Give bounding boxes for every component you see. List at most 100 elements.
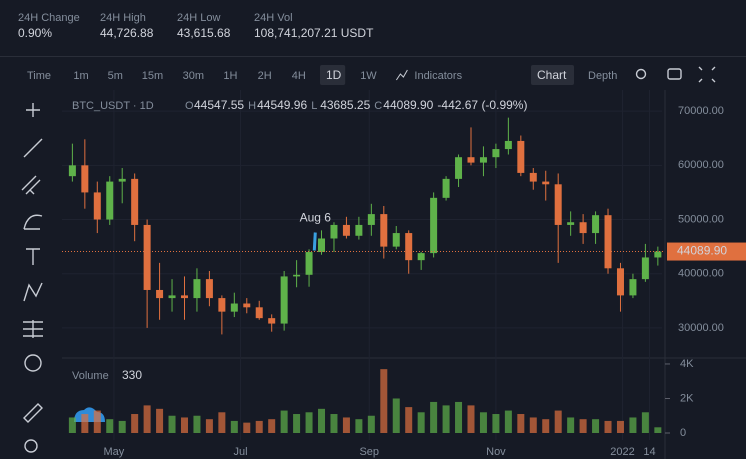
view-active [531,65,574,85]
legend-key: O [185,100,194,112]
volume-bar [280,410,288,433]
view-button[interactable]: Chart [537,68,567,82]
volume-bar [467,405,475,433]
volume-bar [629,417,637,433]
volume-bar [293,414,301,433]
stat-label: 24H High [100,12,146,24]
volume-bar [567,417,575,433]
candle-body [641,257,649,280]
volume-bar [131,414,139,433]
volume-bar [492,414,500,433]
candle-body [280,276,288,324]
interval-button[interactable]: 15m [142,70,163,82]
candle-body [430,197,438,254]
volume-bar [255,420,263,433]
fullscreen-icon[interactable] [698,66,716,83]
volume-bar [93,410,101,433]
screenshot-icon[interactable] [667,68,682,80]
volume-tick-label: 4K [680,358,694,370]
legend-value: 44547.55 [194,98,244,112]
candle-body [168,295,176,299]
volume-bar [405,407,413,433]
volume-bar [143,405,151,433]
volume-bar [579,419,587,433]
candle-body [629,279,637,296]
volume-label: Volume [72,370,109,382]
interval-button[interactable]: Time [27,70,51,82]
volume-bar [479,412,487,433]
candle-body [68,165,76,177]
legend-change: -442.67 (-0.99%) [437,98,527,112]
text-tool[interactable] [26,248,40,265]
volume-bar [318,408,326,433]
tool-icons[interactable] [21,103,105,453]
x-tick-label: May [104,446,125,458]
pattern-tool[interactable] [23,282,43,302]
candle-body [218,298,226,312]
channel-tool[interactable] [21,175,41,195]
volume-bar [243,422,251,433]
candle-body [230,303,238,312]
volume-bar [455,401,463,433]
volume-bar [268,419,276,433]
measure-tool[interactable] [23,320,43,338]
stat-label: 24H Low [177,12,220,24]
emoji-tool[interactable] [24,354,42,372]
line-tool[interactable] [23,138,43,158]
interval-button[interactable]: 30m [183,70,204,82]
y-tick-label: 60000.00 [678,159,724,171]
candle-body [106,181,114,220]
interval-button[interactable]: 1H [223,70,237,82]
stat-value: 108,741,207.21 USDT [254,26,374,40]
candle-body [467,157,475,163]
volume-bar [118,420,126,433]
candle-body [554,184,562,225]
interval-button[interactable]: 4H [292,70,306,82]
volume-bar [380,369,388,433]
candle-body [367,214,375,225]
candle-body [342,224,350,236]
candle-body [567,222,575,225]
candle-body [604,215,612,269]
symbol-label: BTC_USDT · 1D [72,100,154,112]
zoom-tool[interactable] [24,439,38,453]
stat-value: 44,726.88 [100,26,154,40]
volume-bar [230,420,238,433]
legend-value: 44089.90 [383,98,433,112]
candle-body [93,192,101,220]
candle-body [542,181,550,185]
volume-last: 330 [122,368,142,382]
candle-body [305,252,313,275]
ruler-tool[interactable] [23,403,43,423]
indicators-button[interactable]: Indicators [414,70,462,82]
stat-label: 24H Change [18,12,80,24]
volume-bar [641,412,649,433]
legend-key: C [374,100,382,112]
last-price-label: 44089.90 [677,244,727,258]
view-button[interactable]: Depth [588,70,617,82]
y-tick-label: 40000.00 [678,268,724,280]
stat-value: 43,615.68 [177,26,231,40]
candle-body [81,165,89,193]
crosshair-tool[interactable] [26,103,40,117]
toolbar-right-icons[interactable] [635,66,716,83]
interval-button[interactable]: 5m [108,70,123,82]
interval-button[interactable]: 1W [360,70,377,82]
candle-body [118,178,126,182]
interval-button[interactable]: 1m [73,70,88,82]
volume-bar [193,415,201,433]
interval-button[interactable]: 1D [326,68,342,82]
candle-body [355,224,363,236]
shape-tool[interactable] [23,214,43,230]
volume-bar [616,420,624,433]
volume-bar [218,412,226,433]
settings-icon[interactable] [635,68,647,80]
candle-body [654,251,662,258]
interval-button[interactable]: 2H [258,70,272,82]
interval-active [320,65,346,85]
volume-bar [68,417,76,433]
x-tick-label: 14 [643,446,655,458]
x-tick-label: Nov [486,446,506,458]
